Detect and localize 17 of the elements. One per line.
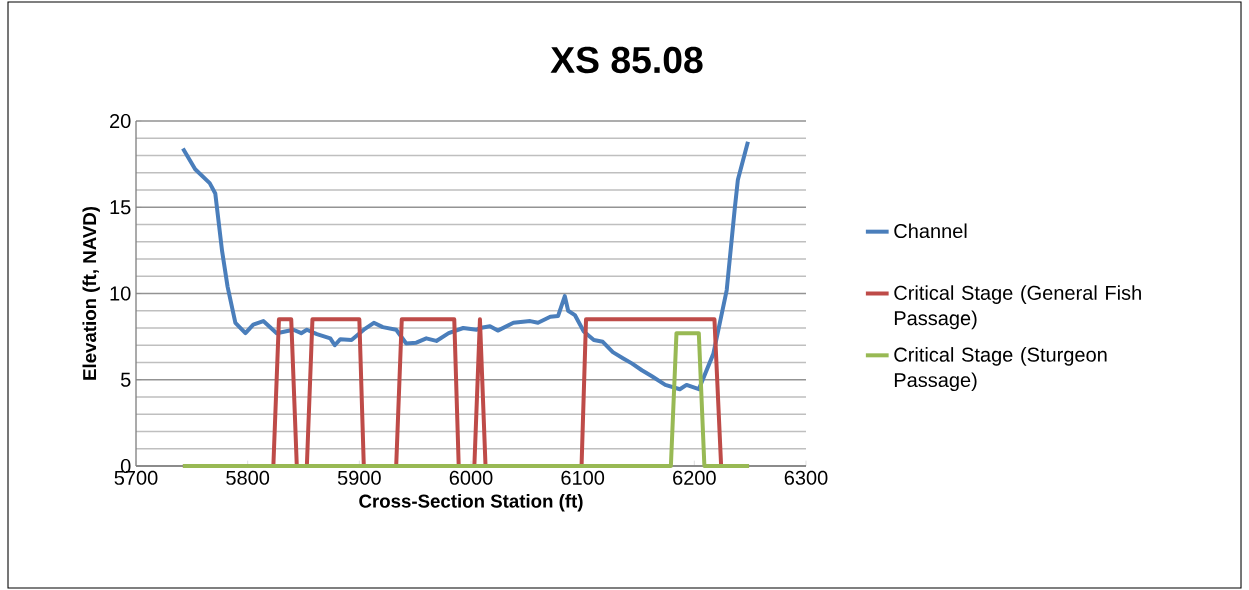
y-axis-title: Elevation (ft, NAVD) <box>82 206 100 380</box>
x-tick-label: 5900 <box>337 470 381 485</box>
legend-label: Critical Stage (Sturgeon Passage) <box>894 347 1107 392</box>
x-tick-label: 6000 <box>449 470 493 485</box>
y-tick-label: 5 <box>120 372 131 387</box>
legend-label: Channel <box>894 223 967 239</box>
line-series <box>180 139 750 392</box>
legend-label: Critical Stage (General Fish Passage) <box>894 285 1141 330</box>
x-tick-label: 6300 <box>784 470 828 485</box>
y-tick-label: 15 <box>110 200 131 215</box>
y-tick-label: 10 <box>110 286 131 301</box>
chart-title: XS 85.08 <box>550 46 703 74</box>
x-tick-label: 6200 <box>673 470 716 485</box>
x-axis-title: Cross-Section Station (ft) <box>359 494 583 512</box>
x-tick-label: 5800 <box>226 470 270 485</box>
x-tick-label: 6100 <box>561 470 605 485</box>
y-tick-label: 20 <box>110 113 131 129</box>
